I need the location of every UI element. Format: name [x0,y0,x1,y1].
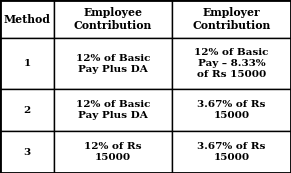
Bar [54,89,172,131]
Text: 2: 2 [23,106,31,115]
Text: 12% of Basic
Pay Plus DA: 12% of Basic Pay Plus DA [76,100,150,120]
Text: 3.67% of Rs
15000: 3.67% of Rs 15000 [197,100,265,120]
Text: 1: 1 [23,59,31,68]
Bar [172,89,291,131]
Bar [172,38,291,89]
Text: 12% of Basic
Pay Plus DA: 12% of Basic Pay Plus DA [76,53,150,74]
Bar [0,131,54,173]
Bar [54,131,172,173]
Bar [172,131,291,173]
Text: Method: Method [3,13,50,25]
Text: Employee
Contribution: Employee Contribution [74,7,152,31]
Bar [0,38,54,89]
Text: 12% of Rs
15000: 12% of Rs 15000 [84,142,141,162]
Bar [54,38,172,89]
Text: 12% of Basic
Pay – 8.33%
of Rs 15000: 12% of Basic Pay – 8.33% of Rs 15000 [194,48,269,79]
Text: 3: 3 [23,148,31,157]
Text: 3.67% of Rs
15000: 3.67% of Rs 15000 [197,142,265,162]
Bar [0,89,54,131]
Text: Employer
Contribution: Employer Contribution [192,7,270,31]
Bar [0,0,54,38]
Bar [54,0,172,38]
Bar [172,0,291,38]
